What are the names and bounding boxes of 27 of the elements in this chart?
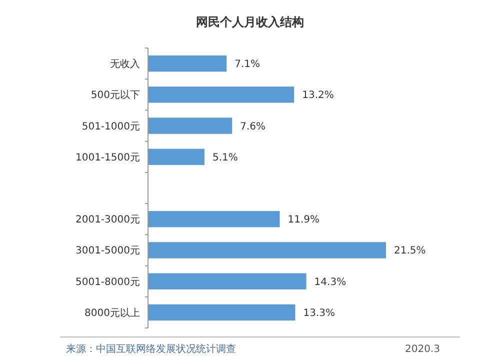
data-label: 7.1% [234,59,260,70]
data-label: 5.1% [212,152,238,164]
data-label: 13.2% [302,90,334,102]
data-label: 21.5% [394,246,426,257]
bar [148,86,294,103]
y-tick-label: 无收入 [110,58,140,70]
y-tick-label: 3001-5000元 [75,246,140,257]
chart-title: 网民个人月收入结构 [196,15,304,29]
bar [148,211,280,228]
bar [148,273,306,290]
bar [148,304,296,321]
data-label: 11.9% [288,214,320,226]
y-tick-label: 8000元以上 [84,306,140,319]
data-label: 7.6% [240,121,266,132]
bar [148,148,204,165]
y-tick-label: 1001-1500元 [75,152,140,164]
text: 2020.3 [405,344,440,355]
data-label: 13.3% [303,308,336,319]
data-label: 14.3% [314,276,346,288]
bar [148,242,386,258]
bar [148,118,232,134]
y-tick-label: 500元以下 [90,89,140,102]
y-tick-label: 2001-3000元 [75,214,140,226]
y-tick-label: 501-1000元 [82,121,140,132]
y-tick-label: 5001-8000元 [75,276,140,288]
bar [148,55,227,72]
source-note: 来源：中国互联网络发展状况统计调查 [66,343,236,355]
